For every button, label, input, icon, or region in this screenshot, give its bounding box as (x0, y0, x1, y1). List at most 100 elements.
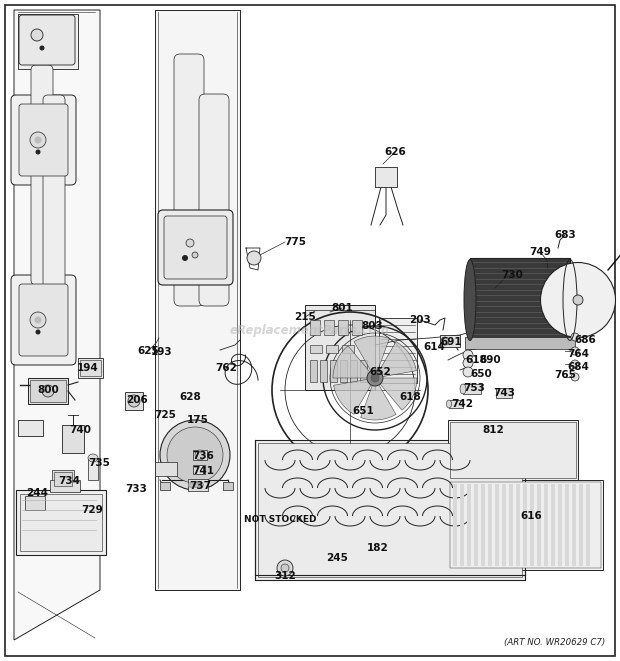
Bar (509, 484, 513, 566)
Circle shape (31, 29, 43, 41)
Bar (310, 360, 317, 382)
Bar (523, 484, 527, 566)
FancyBboxPatch shape (164, 216, 227, 279)
Ellipse shape (460, 384, 466, 394)
Bar (558, 484, 562, 566)
Bar (18, 420, 43, 436)
Polygon shape (361, 385, 396, 420)
Bar (338, 320, 348, 335)
Text: 193: 193 (151, 347, 173, 357)
Circle shape (35, 317, 41, 323)
Polygon shape (380, 378, 417, 410)
Bar (25, 496, 45, 510)
Bar (586, 484, 590, 566)
Circle shape (193, 483, 198, 488)
FancyBboxPatch shape (158, 210, 233, 285)
Bar (28, 378, 68, 404)
Circle shape (463, 350, 473, 360)
Bar (448, 420, 578, 480)
Text: 651: 651 (352, 406, 374, 416)
Bar (551, 484, 555, 566)
Circle shape (463, 367, 473, 377)
Text: 194: 194 (77, 363, 99, 373)
Bar (350, 360, 357, 382)
Text: 616: 616 (520, 511, 542, 521)
Text: 614: 614 (423, 342, 445, 352)
Bar (320, 360, 327, 382)
Bar (193, 465, 205, 474)
Bar (460, 484, 464, 566)
Bar (80, 360, 101, 376)
Bar (496, 388, 512, 398)
Bar (324, 320, 334, 335)
Text: 764: 764 (567, 349, 589, 359)
Circle shape (371, 374, 379, 382)
Polygon shape (334, 379, 371, 414)
Text: 206: 206 (126, 395, 148, 405)
Bar (20, 494, 102, 551)
Circle shape (571, 360, 579, 368)
Text: 733: 733 (125, 484, 147, 494)
Text: 686: 686 (574, 335, 596, 345)
Text: 683: 683 (554, 230, 576, 240)
Bar (340, 360, 347, 382)
Bar (488, 484, 492, 566)
Bar (62, 425, 84, 453)
Circle shape (167, 427, 223, 483)
Text: 182: 182 (367, 543, 389, 553)
Circle shape (281, 564, 289, 572)
Bar (495, 484, 499, 566)
Bar (30, 380, 66, 402)
Bar (450, 422, 576, 478)
Text: eReplacementParts.com: eReplacementParts.com (230, 324, 390, 337)
Bar (342, 345, 354, 353)
Bar (305, 305, 375, 390)
Bar (572, 484, 576, 566)
Circle shape (128, 395, 140, 407)
Circle shape (35, 137, 41, 143)
Bar (193, 450, 207, 460)
Ellipse shape (88, 454, 98, 462)
Circle shape (30, 132, 46, 148)
Text: 800: 800 (37, 385, 59, 395)
Bar (565, 484, 569, 566)
Text: 684: 684 (567, 362, 589, 372)
Bar (440, 335, 460, 347)
Text: 652: 652 (369, 367, 391, 377)
Text: 245: 245 (326, 553, 348, 563)
Circle shape (463, 358, 473, 368)
Bar (448, 480, 603, 570)
Text: 775: 775 (284, 237, 306, 247)
FancyBboxPatch shape (174, 54, 204, 306)
Text: 215: 215 (294, 312, 316, 322)
Bar (16, 490, 106, 555)
Bar (375, 167, 397, 187)
Bar (360, 360, 367, 382)
Text: 628: 628 (179, 392, 201, 402)
Ellipse shape (541, 262, 616, 338)
Circle shape (30, 312, 46, 328)
Bar (223, 482, 233, 490)
FancyBboxPatch shape (43, 95, 65, 305)
Circle shape (186, 239, 194, 247)
Circle shape (571, 333, 579, 341)
FancyBboxPatch shape (31, 65, 53, 285)
Bar (449, 400, 463, 408)
Text: NOT STOCKED: NOT STOCKED (244, 516, 316, 524)
Text: 729: 729 (81, 505, 103, 515)
Text: 618: 618 (465, 355, 487, 365)
FancyBboxPatch shape (11, 95, 76, 185)
Bar (465, 337, 575, 349)
Bar (481, 484, 485, 566)
Text: 736: 736 (192, 451, 214, 461)
Circle shape (571, 347, 579, 355)
Bar (326, 345, 338, 353)
Circle shape (367, 370, 383, 386)
Bar (125, 392, 143, 410)
Text: (ART NO. WR20629 C7): (ART NO. WR20629 C7) (503, 639, 605, 648)
Polygon shape (14, 10, 100, 640)
Text: 753: 753 (463, 383, 485, 393)
Circle shape (571, 373, 579, 381)
Bar (379, 318, 417, 383)
Bar (516, 484, 520, 566)
